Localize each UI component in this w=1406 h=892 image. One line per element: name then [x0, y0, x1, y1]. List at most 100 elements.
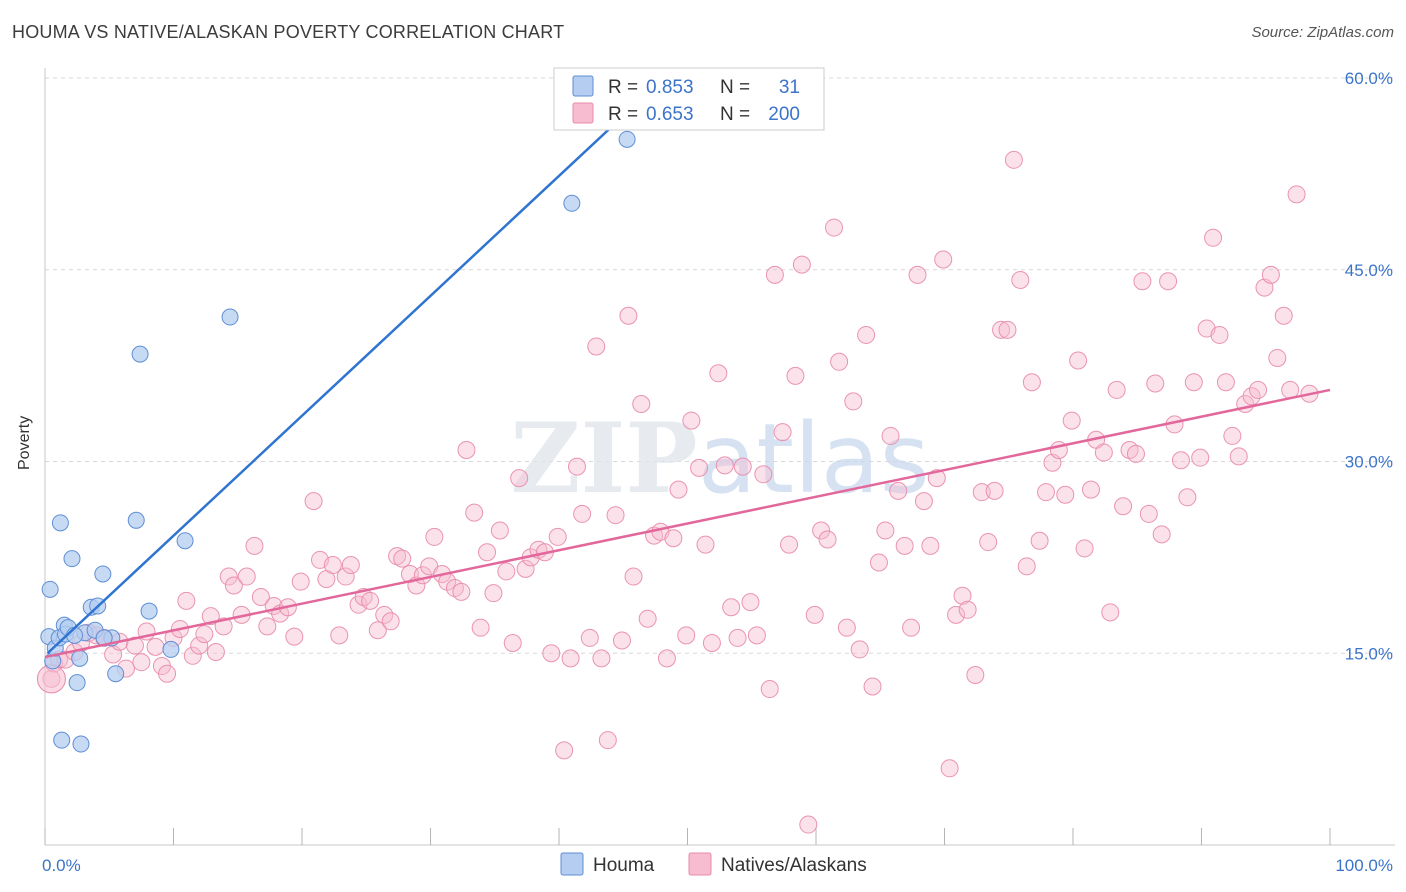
native-point: [291, 572, 310, 591]
native-point: [1101, 603, 1120, 622]
native-point: [497, 562, 516, 581]
native-point: [902, 618, 921, 637]
legend-swatch-houma-bottom: [560, 852, 584, 876]
native-point: [598, 731, 617, 750]
native-point: [876, 521, 895, 540]
houma-point: [140, 602, 158, 620]
native-point: [490, 521, 509, 540]
native-point: [792, 255, 811, 274]
y-tick-label: 45.0%: [1345, 261, 1393, 280]
houma-point: [127, 511, 145, 529]
native-point: [972, 483, 991, 502]
native-point: [606, 506, 625, 525]
native-point: [503, 634, 522, 653]
trend-lines: [44, 109, 1331, 659]
houma-point: [63, 550, 81, 568]
native-point: [1139, 504, 1158, 523]
native-point: [1075, 539, 1094, 558]
native-point: [733, 457, 752, 476]
native-point: [682, 411, 701, 430]
native-point: [224, 576, 243, 595]
native-point: [1062, 411, 1081, 430]
native-point: [765, 265, 784, 284]
native-point: [1261, 265, 1280, 284]
legend-r-value-native: 0.653: [646, 104, 694, 125]
native-point: [1159, 272, 1178, 291]
native-point: [555, 741, 574, 760]
native-point: [638, 609, 657, 628]
native-point: [728, 628, 747, 647]
chart-title: HOUMA VS NATIVE/ALASKAN POVERTY CORRELAT…: [12, 22, 565, 42]
native-point: [958, 600, 977, 619]
native-point: [361, 591, 380, 610]
native-point: [1114, 497, 1133, 516]
native-point: [381, 612, 400, 631]
houma-point: [53, 731, 71, 749]
native-point: [330, 626, 349, 645]
native-point: [573, 504, 592, 523]
legend-swatch-native-bottom: [688, 852, 712, 876]
native-point: [1152, 525, 1171, 544]
native-point: [1107, 380, 1126, 399]
native-point: [516, 559, 535, 578]
native-point: [471, 618, 490, 637]
native-point: [677, 626, 696, 645]
y-tick-labels: 15.0% 30.0% 45.0% 60.0%: [1345, 69, 1393, 663]
native-point: [889, 481, 908, 500]
native-point: [1011, 270, 1030, 289]
native-point: [561, 649, 580, 668]
legend-n-value-native: 200: [768, 104, 800, 125]
correlation-legend: R = 0.853 N = 31 R = 0.653 N = 200: [553, 67, 825, 131]
native-point: [375, 605, 394, 624]
native-point: [214, 617, 233, 636]
native-point: [258, 617, 277, 636]
native-point: [592, 649, 611, 668]
native-point: [979, 533, 998, 552]
native-point: [824, 218, 843, 237]
native-point: [177, 591, 196, 610]
native-point: [760, 680, 779, 699]
native-trend-line: [44, 388, 1331, 659]
native-point: [690, 458, 709, 477]
native-point: [863, 677, 882, 696]
legend-n-label-houma: N =: [720, 77, 750, 98]
legend-label-native: Natives/Alaskans: [721, 855, 867, 876]
houma-point: [94, 565, 112, 583]
native-point: [940, 759, 959, 778]
native-point: [850, 640, 869, 659]
native-point: [285, 627, 304, 646]
native-point: [452, 582, 471, 601]
native-point: [465, 503, 484, 522]
houma-point: [618, 130, 636, 148]
native-point: [567, 457, 586, 476]
native-point: [741, 593, 760, 612]
native-point: [786, 366, 805, 385]
native-point: [1216, 373, 1235, 392]
x-tick-label-min: 0.0%: [42, 856, 81, 875]
native-point: [715, 456, 734, 475]
native-point: [812, 521, 831, 540]
series-legend: Houma Natives/Alaskans: [560, 852, 867, 876]
legend-r-label-houma: R =: [608, 77, 638, 98]
houma-point: [176, 532, 194, 550]
native-point: [1229, 447, 1248, 466]
native-point: [895, 536, 914, 555]
native-point: [341, 556, 360, 575]
native-point: [830, 352, 849, 371]
houma-point: [71, 649, 89, 667]
native-point: [1069, 351, 1088, 370]
native-point: [158, 664, 177, 683]
native-point: [908, 265, 927, 284]
native-point: [669, 480, 688, 499]
houma-trend-line: [46, 109, 631, 655]
native-point: [1184, 373, 1203, 392]
native-point: [947, 605, 966, 624]
native-point: [1210, 325, 1229, 344]
native-point: [201, 607, 220, 626]
native-point: [400, 564, 419, 583]
native-point: [799, 815, 818, 834]
houma-point: [563, 194, 581, 212]
native-point: [1030, 531, 1049, 550]
native-point: [619, 306, 638, 325]
